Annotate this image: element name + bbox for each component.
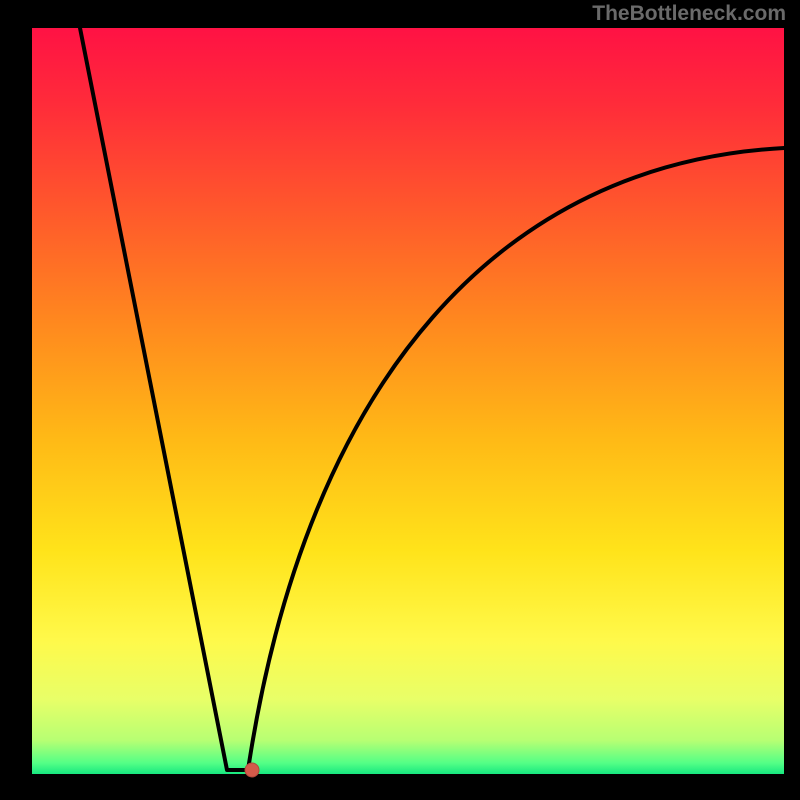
valley-curve [80,28,784,770]
watermark-text: TheBottleneck.com [592,2,786,26]
plot-area [32,28,784,774]
bottleneck-chart: TheBottleneck.com [0,0,800,800]
curve-layer [32,28,784,774]
optimum-marker [245,763,259,777]
